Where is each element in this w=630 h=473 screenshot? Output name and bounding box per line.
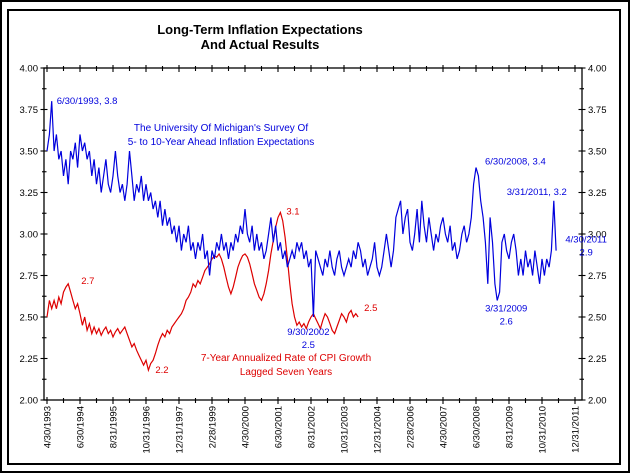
series-line-expectations	[46, 101, 557, 318]
y-axis-label-left: 3.25	[20, 188, 39, 199]
y-axis-label-left: 2.75	[20, 271, 39, 282]
chart-annotation: 2.5	[364, 303, 377, 314]
y-axis-label-right: 2.75	[588, 271, 607, 282]
series-label-expectations: 5- to 10-Year Ahead Inflation Expectatio…	[128, 137, 314, 148]
x-axis-label: 10/31/2010	[538, 406, 549, 454]
x-axis-label: 10/31/2003	[340, 406, 351, 454]
series-line-cpi	[46, 210, 359, 373]
chart-annotation: 4/30/2011	[565, 235, 607, 246]
chart-title-line1: Long-Term Inflation Expectations	[157, 22, 363, 37]
x-axis-label: 6/30/2001	[274, 406, 285, 448]
y-axis-label-left: 2.25	[20, 354, 39, 365]
x-axis-label: 2/28/2006	[406, 406, 417, 448]
chart-annotation: 3/31/2009	[485, 303, 527, 314]
y-axis-label-left: 3.75	[20, 105, 39, 116]
chart-annotation: 9/30/2002	[287, 327, 329, 338]
series-label-cpi: 7-Year Annualized Rate of CPI Growth	[201, 353, 371, 364]
y-axis-label-right: 3.25	[588, 188, 607, 199]
x-axis-label: 12/31/2011	[571, 406, 582, 453]
x-axis-label: 12/31/2004	[373, 406, 384, 454]
x-axis-label: 4/30/1993	[43, 406, 54, 448]
chart-title: Long-Term Inflation Expectations And Act…	[0, 22, 520, 52]
y-axis-label-left: 2.50	[20, 313, 39, 324]
chart-annotation: 2.5	[302, 340, 315, 351]
x-axis-label: 10/31/1996	[142, 406, 153, 454]
chart-annotation: 2.2	[155, 365, 168, 376]
x-axis-label: 8/31/2009	[505, 406, 516, 448]
y-axis-label-right: 3.50	[588, 147, 607, 158]
x-axis-label: 4/30/2007	[439, 406, 450, 448]
y-axis-label-right: 2.00	[588, 396, 607, 407]
y-axis-label-right: 2.50	[588, 313, 607, 324]
x-axis-label: 6/30/1994	[76, 406, 87, 448]
chart-annotation: 6/30/1993, 3.8	[57, 96, 118, 107]
y-axis-label-right: 3.75	[588, 105, 607, 116]
x-axis-label: 4/30/2000	[241, 406, 252, 448]
y-axis-label-right: 2.25	[588, 354, 607, 365]
y-axis-label-left: 2.00	[20, 396, 39, 407]
chart-frame	[7, 9, 621, 465]
x-axis-label: 8/31/2002	[307, 406, 318, 448]
series-label-expectations: The University Of Michigan's Survey Of	[134, 123, 308, 134]
x-axis-label: 2/28/1999	[208, 406, 219, 448]
x-axis-label: 8/31/1995	[109, 406, 120, 448]
chart-annotation: 2.6	[500, 316, 513, 327]
y-axis-label-right: 3.00	[588, 230, 607, 241]
series-label-cpi: Lagged Seven Years	[240, 367, 332, 378]
chart-annotation: 6/30/2008, 3.4	[485, 157, 546, 168]
chart-title-line2: And Actual Results	[200, 37, 320, 52]
chart-annotation: 2.7	[81, 276, 94, 287]
chart-annotation: 3/31/2011, 3.2	[507, 187, 567, 198]
chart-annotation: 3.1	[286, 206, 299, 217]
y-axis-label-right: 4.00	[588, 64, 607, 75]
chart-annotation: 2.9	[580, 248, 593, 259]
x-axis-label: 12/31/1997	[175, 406, 186, 454]
x-axis-label: 6/30/2008	[472, 406, 483, 448]
y-axis-label-left: 3.00	[20, 230, 39, 241]
y-axis-label-left: 4.00	[20, 64, 39, 75]
y-axis-label-left: 3.50	[20, 147, 39, 158]
